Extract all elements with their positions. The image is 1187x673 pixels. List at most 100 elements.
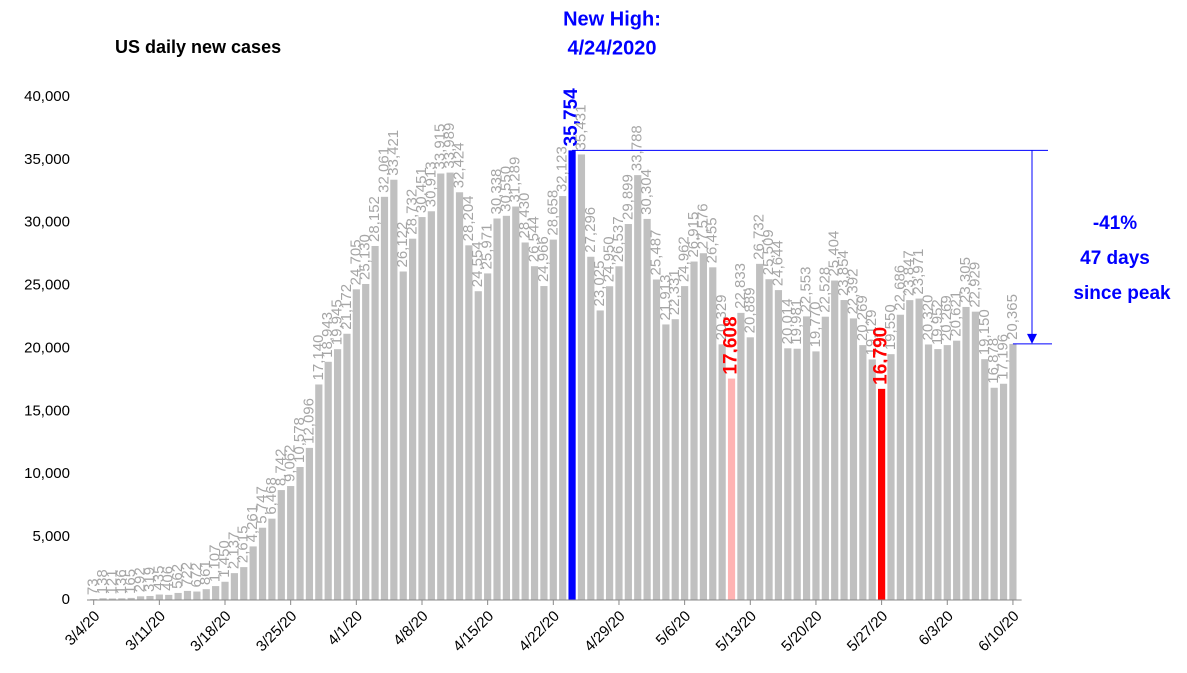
value-label: 20,014 (779, 298, 796, 344)
y-tick-label: 35,000 (24, 151, 70, 168)
bar (878, 388, 886, 600)
value-label: 8,742 (272, 449, 289, 487)
bar (990, 387, 998, 600)
y-tick-label: 40,000 (24, 88, 70, 105)
bar (934, 349, 942, 600)
bar (418, 217, 426, 600)
value-label: 20,621 (948, 291, 965, 337)
bar (643, 218, 651, 601)
value-label: 25,971 (479, 224, 496, 270)
x-tick-label: 5/20/20 (778, 608, 825, 655)
bar (380, 196, 389, 600)
bar (333, 349, 342, 600)
value-label: 21,172 (338, 284, 355, 330)
bar (127, 597, 135, 600)
value-label: 32,061 (375, 147, 392, 193)
change-annotation: since peak (1073, 283, 1171, 304)
bar (699, 253, 707, 600)
x-tick-label: 5/13/20 (713, 608, 760, 655)
value-label: 1,107 (207, 545, 224, 583)
bar (568, 150, 576, 601)
value-label: 23,025 (591, 261, 608, 307)
bar (108, 598, 117, 600)
x-tick-label: 3/4/20 (62, 608, 104, 650)
bar (305, 447, 314, 600)
value-label: 73 (85, 578, 102, 595)
bar (774, 290, 783, 600)
bar (756, 263, 764, 600)
value-label: 136 (113, 569, 130, 594)
bar (474, 291, 482, 600)
bar (165, 594, 173, 600)
value-label: 19,770 (807, 302, 824, 348)
value-label: 19,952 (929, 299, 946, 345)
value-label: 30,451 (413, 167, 430, 213)
value-label: 28,204 (460, 195, 477, 241)
value-label: 22,528 (816, 267, 833, 313)
x-tick-label: 4/29/20 (581, 608, 628, 655)
bar (221, 581, 229, 600)
bar (709, 267, 717, 600)
peak-annotation: 4/24/2020 (568, 37, 657, 59)
x-tick-label: 3/25/20 (253, 608, 300, 655)
y-tick-label: 10,000 (24, 465, 70, 482)
bar (521, 242, 529, 601)
y-tick-label: 0 (62, 591, 70, 608)
x-tick-label: 3/11/20 (122, 608, 169, 655)
bar (530, 266, 539, 600)
bar (981, 359, 989, 600)
value-label: 165 (122, 569, 139, 594)
value-label: 672 (188, 563, 205, 588)
bar (540, 286, 548, 600)
bar (915, 298, 923, 600)
bar (268, 518, 276, 600)
value-label: 22,833 (732, 263, 749, 309)
bar (812, 351, 820, 600)
value-label: 24,554 (469, 241, 486, 287)
value-label: 26,915 (685, 212, 702, 258)
value-label: 406 (160, 566, 177, 591)
bar (802, 316, 811, 600)
value-label: 20,320 (919, 295, 936, 341)
value-label: 10,578 (291, 417, 308, 463)
bar (859, 345, 867, 600)
value-label: 33,788 (629, 125, 646, 171)
y-tick-label: 15,000 (24, 402, 70, 419)
bar (868, 359, 876, 600)
bar (343, 333, 351, 600)
bar (549, 239, 557, 600)
value-label: 32,424 (450, 142, 467, 188)
value-label: 26,537 (610, 216, 627, 262)
value-label: 138 (94, 569, 111, 594)
value-label: 35,431 (572, 105, 589, 151)
value-label: 435 (150, 565, 167, 590)
value-label: 25,509 (760, 229, 777, 275)
bar (362, 283, 370, 600)
value-label: 22,686 (891, 265, 908, 311)
value-label: 12,096 (300, 398, 317, 444)
value-label: 5,747 (253, 486, 270, 524)
x-tick-label: 3/18/20 (187, 608, 234, 655)
bar (577, 154, 586, 600)
bar (559, 196, 567, 600)
value-label: 26,455 (704, 217, 721, 263)
x-tick-label: 4/8/20 (390, 608, 432, 650)
value-label: 2,615 (235, 526, 252, 564)
value-label: 25,404 (826, 231, 843, 277)
bar (727, 378, 736, 600)
bar (202, 589, 210, 600)
bar (690, 261, 698, 600)
value-label: 20,269 (938, 295, 955, 341)
value-label: 30,304 (638, 169, 655, 215)
bar (352, 289, 360, 600)
y-tick-label: 30,000 (24, 214, 70, 231)
bar (662, 324, 670, 600)
bar (746, 337, 754, 600)
bar (840, 300, 848, 600)
value-label: 24,950 (601, 236, 618, 282)
x-tick-label: 4/15/20 (450, 608, 497, 655)
value-label: 20,269 (854, 295, 871, 341)
value-label: 31,289 (507, 157, 524, 203)
bar (287, 486, 295, 600)
bar (371, 245, 379, 601)
